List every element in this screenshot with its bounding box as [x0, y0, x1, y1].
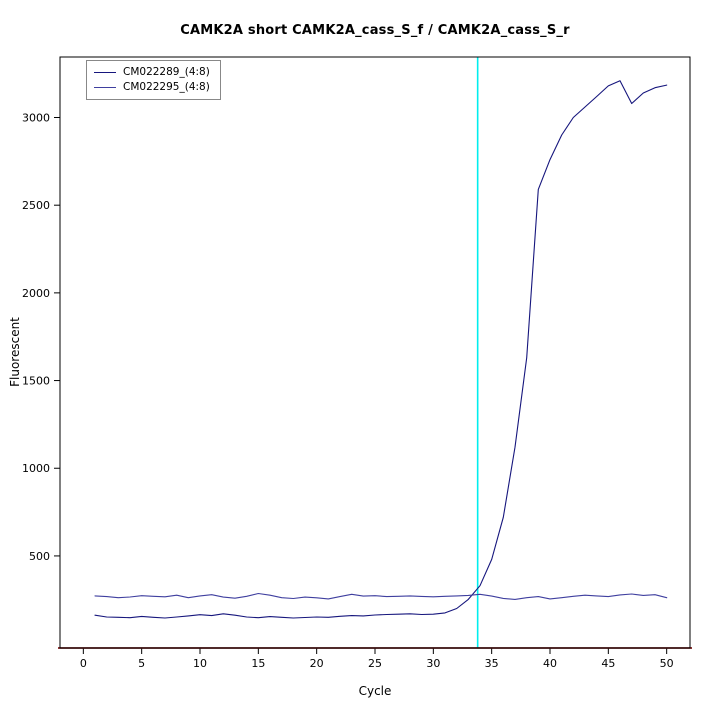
x-tick-label: 15 — [251, 657, 265, 670]
y-tick-label: 3000 — [22, 112, 50, 125]
plot-box — [59, 56, 691, 649]
x-tick-label: 10 — [193, 657, 207, 670]
x-tick-label: 30 — [426, 657, 440, 670]
legend-item: CM022295_(4:8) — [94, 80, 210, 95]
x-axis-label: Cycle — [358, 684, 392, 698]
legend-line-swatch — [94, 72, 116, 73]
y-tick-label: 2500 — [22, 199, 50, 212]
y-tick-label: 2000 — [22, 287, 50, 300]
x-tick-label: 40 — [543, 657, 557, 670]
chart-title: CAMK2A short CAMK2A_cass_S_f / CAMK2A_ca… — [180, 23, 570, 38]
legend-line-swatch — [94, 87, 116, 88]
x-tick-label: 25 — [368, 657, 382, 670]
x-tick-label: 35 — [485, 657, 499, 670]
legend: CM022289_(4:8) CM022295_(4:8) — [86, 60, 221, 100]
x-tick-label: 45 — [601, 657, 615, 670]
x-tick-label: 50 — [660, 657, 674, 670]
series-line-CM022289_(4:8) — [94, 80, 668, 619]
y-tick-label: 500 — [29, 550, 50, 563]
legend-label: CM022295_(4:8) — [123, 81, 210, 93]
y-tick-label: 1500 — [22, 375, 50, 388]
x-tick-label: 5 — [138, 657, 145, 670]
y-tick-label: 1000 — [22, 462, 50, 475]
legend-item: CM022289_(4:8) — [94, 65, 210, 80]
x-tick-label: 20 — [310, 657, 324, 670]
series-line-CM022295_(4:8) — [94, 592, 668, 600]
x-tick-label: 0 — [80, 657, 87, 670]
y-axis-label: Fluorescent — [8, 317, 22, 387]
legend-label: CM022289_(4:8) — [123, 66, 210, 78]
